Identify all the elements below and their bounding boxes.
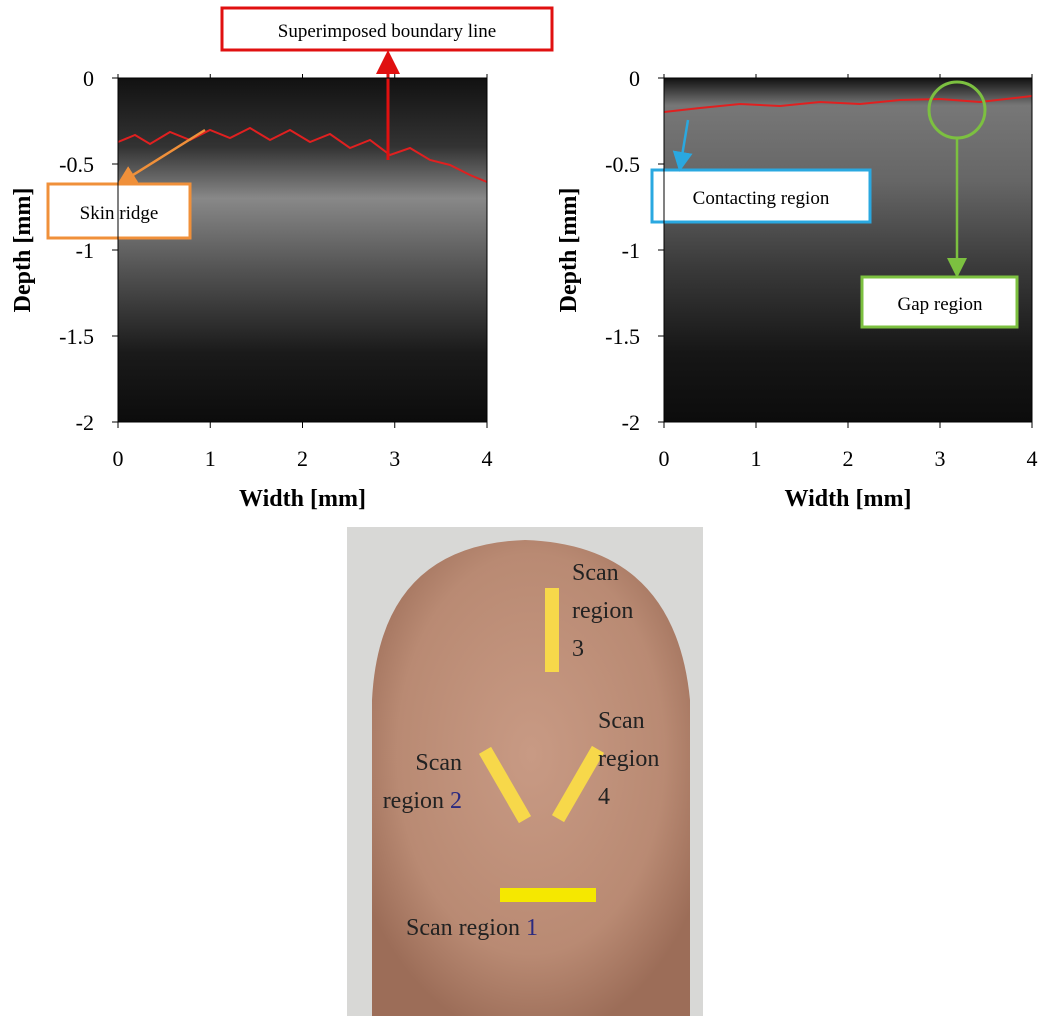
y-tick-label: -0.5 [605,152,640,177]
x-tick-label: 4 [482,446,493,471]
y-tick-label: -2 [76,410,94,435]
x-tick-label: 0 [659,446,670,471]
region-number: 4 [598,784,610,810]
region-label: Scan [598,708,645,734]
region-label-text: region [383,788,444,814]
region-label-text: Scan [415,750,462,776]
y-axis-title: Depth [mm] [556,188,582,313]
region-number: 1 [526,915,538,941]
oct-image [118,78,487,422]
annotation: Contacting region [693,188,830,209]
region-label-text: region [572,598,633,624]
x-tick-label: 2 [843,446,854,471]
y-tick-label: 0 [629,66,640,91]
region-label-text: region [598,746,659,772]
x-tick-label: 2 [297,446,308,471]
y-tick-label: -2 [622,410,640,435]
y-tick-label: -0.5 [59,152,94,177]
x-tick-label: 1 [205,446,216,471]
annotation: Superimposed boundary line [278,21,496,42]
region-label: region [572,598,633,624]
region-label-text: Scan [598,708,645,734]
x-tick-label: 4 [1027,446,1038,471]
y-tick-label: -1.5 [605,324,640,349]
x-axis-title: Width [mm] [785,486,912,512]
y-tick-label: -1 [76,238,94,263]
y-tick-label: -1.5 [59,324,94,349]
annotation: Skin ridge [80,203,159,224]
annotation: Gap region [898,294,983,315]
y-tick-label: -1 [622,238,640,263]
region-label-text: Scan [572,560,619,586]
figure: 0 1 2 3 4 0 -0.5 -1 -1.5 -2 Width [mm] Depth [mm] Su… [0,0,1047,1016]
y-tick-label: 0 [83,66,94,91]
x-axis-title: Width [mm] [239,486,366,512]
y-axis-title: Depth [mm] [10,188,36,313]
x-tick-label: 0 [113,446,124,471]
region-number: 2 [450,788,462,814]
region-number: 3 [572,636,584,662]
finger [372,540,690,1016]
region-label: Scan [415,750,462,776]
x-tick-label: 1 [751,446,762,471]
region-label: region [598,746,659,772]
region-label-text: Scan region [406,915,520,941]
region-label: Scan [572,560,619,586]
x-tick-label: 3 [935,446,946,471]
x-tick-label: 3 [389,446,400,471]
